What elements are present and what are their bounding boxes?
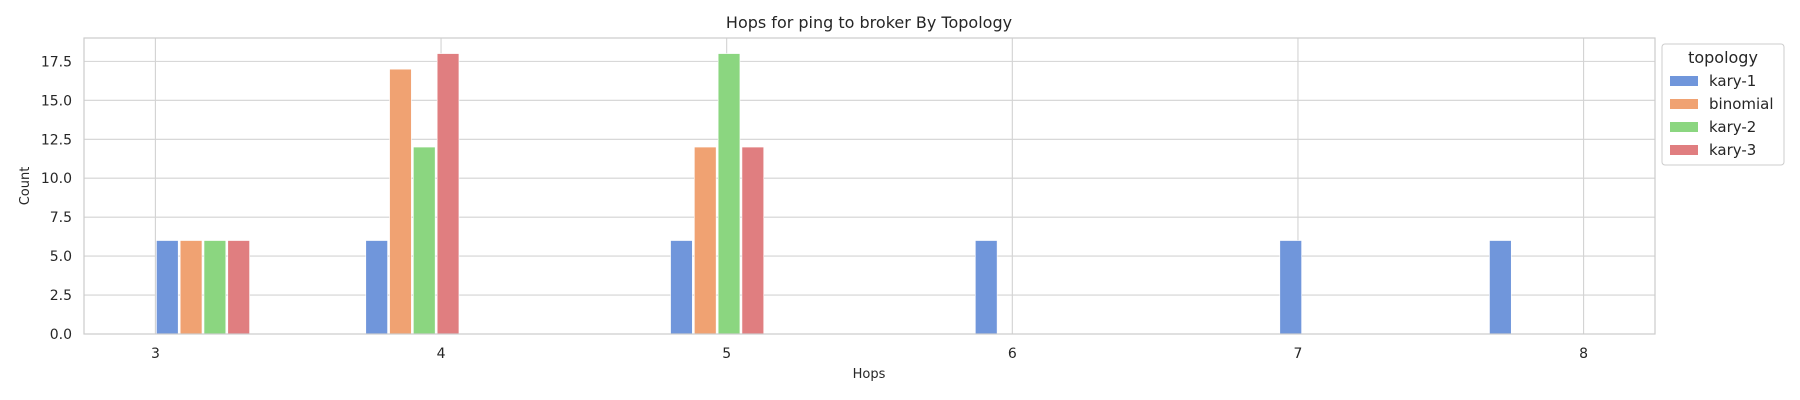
- x-tick-label: 7: [1293, 346, 1302, 362]
- plot-area: [84, 38, 1655, 334]
- bar-kary-2-4.8: [717, 53, 741, 335]
- legend-swatch-kary-3: [1670, 145, 1698, 155]
- bar-kary-1-7.667: [1489, 240, 1512, 335]
- legend: topology kary-1 binomial kary-2 kary-3: [1661, 43, 1785, 166]
- y-tick-labels: 0.0 2.5 5.0 7.5 10.0 12.5 15.0 17.5: [41, 54, 72, 343]
- x-axis-label: Hops: [853, 367, 886, 382]
- legend-label-kary-2: kary-2: [1709, 118, 1756, 136]
- y-tick-label: 2.5: [50, 288, 72, 304]
- y-axis-label: Count: [18, 167, 33, 206]
- x-tick-label: 3: [151, 346, 160, 362]
- x-tick-labels: 3 4 5 6 7 8: [151, 346, 1588, 362]
- legend-title: topology: [1688, 48, 1758, 67]
- bar-kary-1-3: [156, 240, 179, 335]
- bar-kary-3-3.733: [436, 53, 460, 335]
- y-tick-label: 5.0: [50, 249, 72, 265]
- x-tick-label: 6: [1008, 346, 1017, 362]
- bar-binomial-3: [179, 240, 203, 335]
- legend-label-kary-3: kary-3: [1709, 141, 1756, 159]
- y-tick-label: 10.0: [41, 171, 72, 187]
- bar-kary-1-6.933: [1279, 240, 1302, 335]
- chart-title: Hops for ping to broker By Topology: [726, 13, 1012, 32]
- bar-binomial-4.8: [694, 146, 717, 335]
- y-tick-label: 0.0: [50, 327, 72, 343]
- x-tick-label: 4: [437, 346, 446, 362]
- y-tick-label: 12.5: [41, 132, 72, 148]
- legend-swatch-binomial: [1670, 99, 1698, 109]
- bar-kary-3-3: [227, 240, 250, 335]
- bar-kary-2-3: [203, 240, 227, 335]
- y-tick-label: 7.5: [50, 210, 72, 226]
- legend-box: [1661, 43, 1785, 166]
- bar-kary-1-5.867: [975, 240, 998, 335]
- bar-kary-1-3.733: [365, 240, 388, 335]
- y-tick-label: 17.5: [41, 54, 72, 70]
- bar-kary-1-4.8: [670, 240, 693, 335]
- bar-kary-2-3.733: [413, 146, 436, 335]
- legend-swatch-kary-2: [1670, 122, 1698, 132]
- grid-lines: [84, 38, 1655, 335]
- legend-label-kary-1: kary-1: [1709, 72, 1756, 90]
- legend-label-binomial: binomial: [1709, 95, 1774, 113]
- x-tick-label: 8: [1579, 346, 1588, 362]
- bar-kary-3-4.8: [741, 146, 765, 335]
- x-tick-label: 5: [722, 346, 731, 362]
- legend-swatch-kary-1: [1670, 76, 1698, 86]
- legend-items: kary-1 binomial kary-2 kary-3: [1670, 72, 1774, 159]
- y-tick-label: 15.0: [41, 93, 72, 109]
- bar-binomial-3.733: [389, 68, 412, 335]
- plot-frame: [83, 37, 1656, 335]
